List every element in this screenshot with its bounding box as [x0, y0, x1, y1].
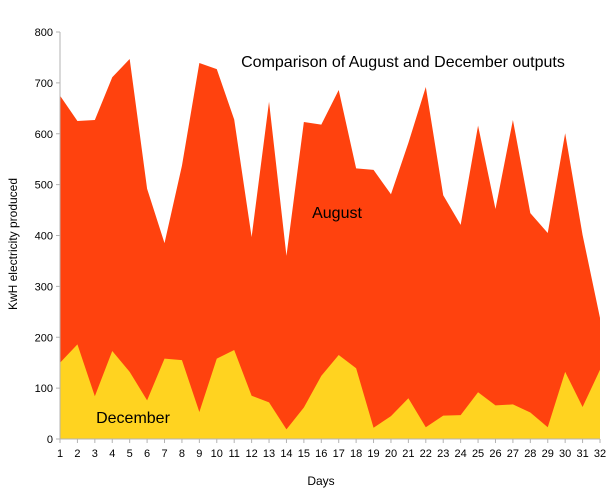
chart-title: Comparison of August and December output…: [241, 54, 565, 71]
x-tick-label: 14: [280, 448, 292, 460]
y-tick-label: 0: [47, 434, 53, 446]
x-tick-label: 7: [161, 448, 167, 460]
series-label-august: August: [312, 205, 362, 222]
x-tick-label: 22: [420, 448, 432, 460]
y-tick-label: 800: [35, 27, 53, 39]
x-tick-label: 15: [298, 448, 310, 460]
x-tick-labels: 1 2 3 4 5 6 7 8 9 10 11 12 13 14 15 16 17 18 19 20 21 22 23 24 2…: [57, 439, 606, 460]
x-tick-label: 1: [57, 448, 63, 460]
x-tick-label: 10: [211, 448, 223, 460]
x-tick-label: 3: [92, 448, 98, 460]
x-tick-label: 32: [594, 448, 606, 460]
chart-areas: [60, 58, 600, 440]
x-tick-label: 5: [127, 448, 133, 460]
x-tick-label: 18: [350, 448, 362, 460]
y-tick-label: 600: [35, 129, 53, 141]
x-tick-label: 8: [179, 448, 185, 460]
x-tick-label: 31: [576, 448, 588, 460]
x-tick-label: 11: [228, 448, 239, 460]
x-tick-label: 27: [507, 448, 519, 460]
x-tick-label: 21: [402, 448, 414, 460]
y-tick-labels: 0 100 200 300 400 500 600 700 800: [35, 27, 60, 446]
x-tick-label: 2: [74, 448, 80, 460]
y-tick-label: 200: [35, 332, 53, 344]
y-axis-title: KwH electricity produced: [6, 178, 20, 310]
x-tick-label: 19: [367, 448, 379, 460]
x-tick-label: 13: [263, 448, 275, 460]
x-tick-label: 4: [109, 448, 115, 460]
area-series-august: [60, 58, 600, 440]
x-tick-label: 24: [455, 448, 467, 460]
x-tick-label: 30: [559, 448, 571, 460]
y-tick-label: 400: [35, 231, 53, 243]
x-tick-label: 28: [524, 448, 536, 460]
y-tick-label: 300: [35, 281, 53, 293]
x-tick-label: 20: [385, 448, 397, 460]
x-tick-label: 9: [196, 448, 202, 460]
x-tick-label: 16: [315, 448, 327, 460]
series-label-december: December: [96, 410, 170, 427]
area-series-december: [60, 344, 600, 439]
x-tick-label: 25: [472, 448, 484, 460]
y-tick-label: 500: [35, 180, 53, 192]
x-axis-title: Days: [307, 474, 334, 488]
y-tick-label: 100: [35, 383, 53, 395]
x-tick-label: 6: [144, 448, 150, 460]
x-tick-label: 26: [489, 448, 501, 460]
x-tick-label: 17: [333, 448, 345, 460]
x-tick-label: 29: [542, 448, 554, 460]
x-tick-label: 23: [437, 448, 449, 460]
x-tick-label: 12: [245, 448, 257, 460]
y-tick-label: 700: [35, 78, 53, 90]
